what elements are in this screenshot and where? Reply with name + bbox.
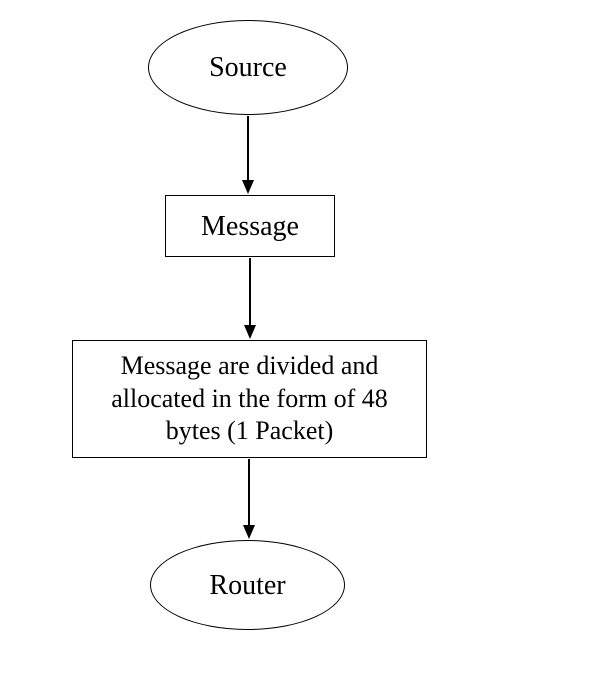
edge-message-divided-arrow bbox=[244, 325, 256, 339]
node-router: Router bbox=[150, 540, 345, 630]
node-message-label: Message bbox=[201, 209, 299, 244]
edge-divided-router-line bbox=[248, 459, 250, 527]
node-message: Message bbox=[165, 195, 335, 257]
node-source-label: Source bbox=[209, 50, 287, 85]
edge-message-divided-line bbox=[249, 258, 251, 327]
edge-source-message-arrow bbox=[242, 180, 254, 194]
edge-divided-router-arrow bbox=[243, 525, 255, 539]
node-source: Source bbox=[148, 20, 348, 115]
edge-source-message-line bbox=[247, 116, 249, 182]
node-divided: Message are divided and allocated in the… bbox=[72, 340, 427, 458]
node-divided-label: Message are divided and allocated in the… bbox=[81, 350, 418, 448]
node-router-label: Router bbox=[209, 568, 285, 603]
